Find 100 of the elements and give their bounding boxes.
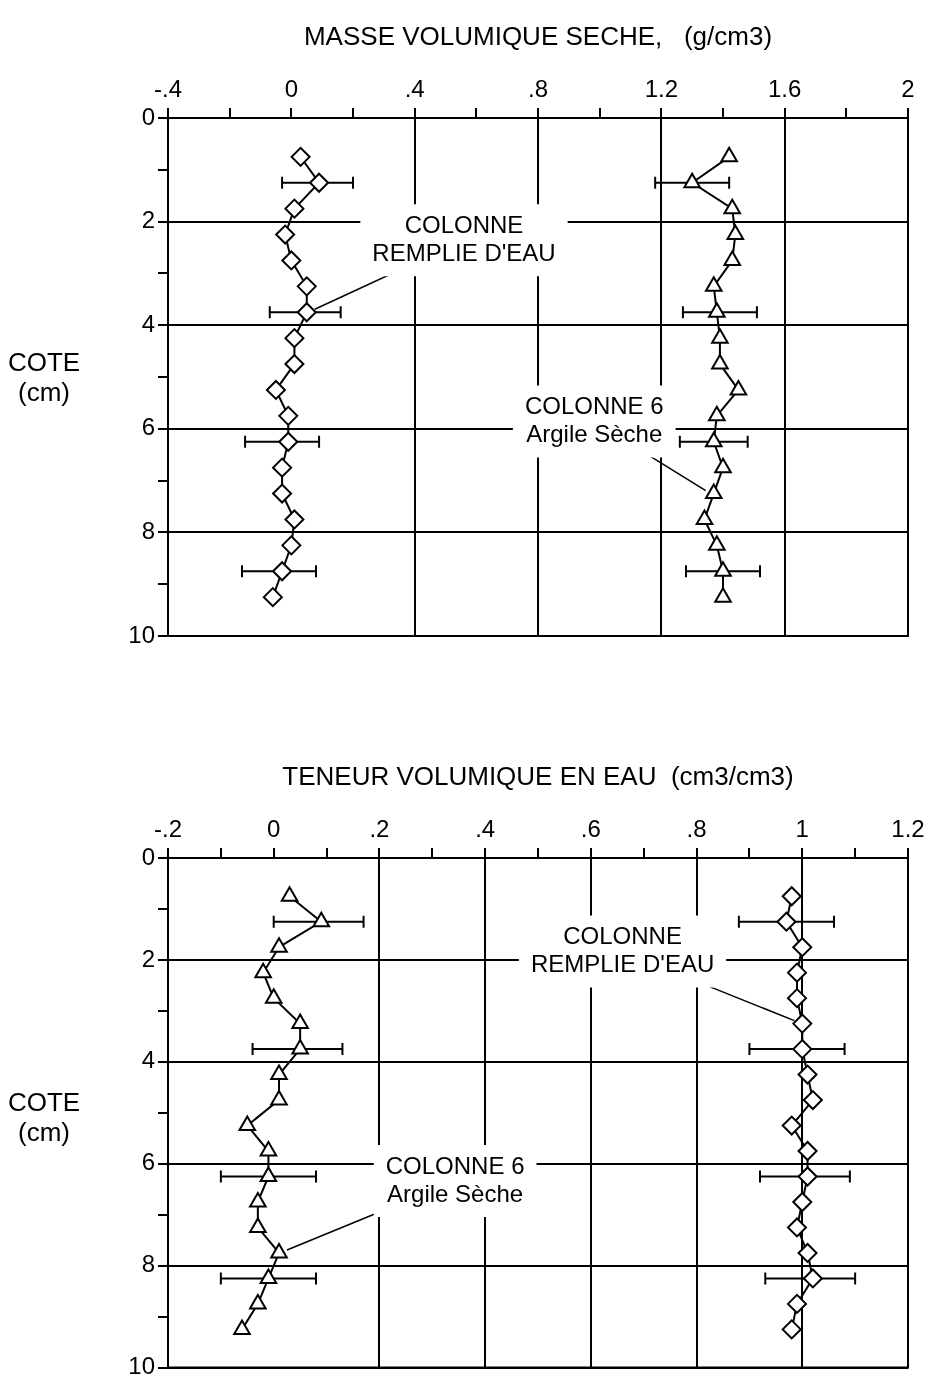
point — [797, 1166, 818, 1187]
point — [281, 250, 302, 271]
point — [695, 509, 714, 525]
x-tick-label: .6 — [580, 815, 601, 843]
point — [284, 198, 305, 219]
point — [704, 431, 723, 448]
x-tick-label: 1.2 — [891, 815, 925, 843]
y-tick-label: 2 — [141, 944, 155, 972]
x-tick-label: -.4 — [153, 75, 183, 103]
point — [272, 483, 293, 504]
x-tick-label: .4 — [475, 815, 496, 843]
y-tick-label: 6 — [141, 413, 155, 441]
point — [723, 198, 742, 215]
y-tick-label: 8 — [141, 1250, 155, 1278]
point — [259, 1268, 278, 1284]
point — [802, 1090, 823, 1111]
point — [249, 1293, 267, 1310]
point — [797, 1242, 818, 1263]
x-tick-label: .8 — [527, 75, 549, 103]
x-tick-label: 0 — [284, 75, 299, 103]
point — [278, 431, 299, 452]
point — [270, 1242, 288, 1259]
point — [787, 962, 807, 983]
point — [704, 483, 723, 500]
point — [797, 1141, 818, 1162]
point — [704, 276, 723, 292]
point — [291, 1039, 309, 1055]
point — [280, 886, 299, 902]
point — [291, 1013, 309, 1030]
point — [238, 1115, 257, 1132]
point — [792, 1013, 813, 1034]
point — [708, 302, 726, 318]
x-tick-label: .2 — [369, 815, 390, 843]
point — [278, 405, 299, 426]
point — [270, 1090, 288, 1106]
y-tick-label: 10 — [128, 1352, 155, 1380]
point — [270, 937, 288, 953]
point — [296, 276, 317, 297]
point — [776, 911, 797, 932]
point — [259, 1141, 278, 1157]
point — [792, 1191, 813, 1212]
x-tick-label: 1.6 — [767, 75, 802, 103]
point — [284, 509, 305, 530]
point — [708, 535, 726, 551]
point — [729, 379, 748, 396]
y-tick-label: 0 — [141, 842, 155, 870]
y-axis-title: COTE (cm) — [6, 347, 82, 407]
y-tick-label: 10 — [128, 620, 155, 648]
point — [720, 146, 738, 163]
point — [265, 379, 286, 400]
point — [792, 937, 813, 958]
y-axis-title: COTE (cm) — [6, 1087, 82, 1147]
point — [296, 302, 317, 323]
point — [254, 962, 272, 979]
y-tick-label: 4 — [141, 1046, 155, 1074]
y-tick-label: 6 — [141, 1148, 155, 1176]
point — [284, 328, 305, 349]
point — [781, 1115, 802, 1136]
point — [275, 224, 296, 245]
point — [233, 1319, 251, 1335]
point — [787, 988, 807, 1009]
y-tick-label: 8 — [141, 517, 155, 545]
point — [714, 561, 732, 577]
point — [726, 224, 745, 241]
x-tick-label: .8 — [686, 815, 707, 843]
point — [262, 587, 283, 608]
point — [711, 354, 729, 370]
point — [723, 250, 742, 266]
point — [787, 1217, 807, 1238]
point — [781, 886, 802, 907]
point — [272, 457, 293, 478]
point — [683, 172, 701, 189]
point — [312, 911, 331, 928]
point — [309, 172, 330, 193]
x-tick-label: 1 — [795, 815, 809, 843]
point — [249, 1191, 267, 1208]
point — [281, 535, 302, 556]
x-axis-title: TENEUR VOLUMIQUE EN EAU (cm3/cm3) — [282, 760, 794, 791]
point — [714, 587, 732, 603]
point — [284, 354, 305, 375]
y-tick-label: 4 — [141, 309, 155, 337]
point — [711, 328, 729, 344]
point — [270, 1064, 288, 1081]
point — [249, 1217, 267, 1233]
point — [708, 405, 726, 422]
point — [714, 457, 732, 474]
point — [264, 988, 283, 1004]
x-axis-title: MASSE VOLUMIQUE SECHE, (g/cm3) — [303, 20, 773, 51]
point — [792, 1039, 813, 1060]
point — [290, 146, 311, 167]
annotation: COLONNE REMPLIE D'EAU — [530, 922, 715, 978]
y-tick-label: 0 — [141, 102, 155, 130]
x-tick-label: 1.2 — [644, 75, 679, 103]
x-tick-label: 2 — [901, 75, 915, 103]
annotation: COLONNE REMPLIE D'EAU — [372, 210, 556, 266]
point — [797, 1064, 818, 1085]
point — [259, 1166, 278, 1182]
point — [781, 1319, 802, 1340]
x-tick-label: -.2 — [153, 815, 183, 843]
annotation: COLONNE 6 Argile Sèche — [524, 392, 664, 448]
